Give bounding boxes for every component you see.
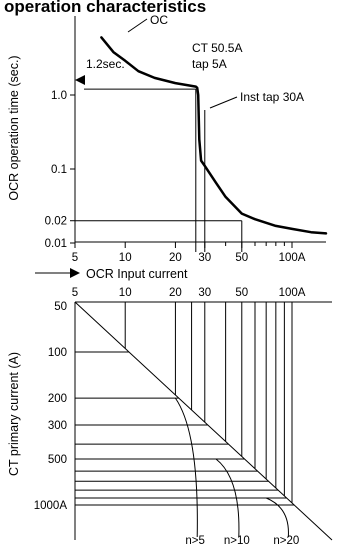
bottom-y-tick-label: 100: [48, 347, 67, 359]
top-x-tick-label: 10: [119, 252, 132, 264]
top-y-tick-label: 0.1: [51, 164, 67, 176]
top-x-tick-label: 5: [72, 252, 78, 264]
chart-title: operation characteristics: [4, 0, 206, 16]
bottom-x-tick-label: 5: [72, 287, 78, 299]
top-x-tick-label: 50: [235, 252, 248, 264]
top-x-tick-label: 20: [169, 252, 182, 264]
bottom-x-tick-label: 30: [198, 287, 211, 299]
saturation-curve-label: n>5: [185, 535, 205, 546]
top-x-tick-label: 100A: [279, 252, 306, 264]
bottom-y-axis-label: CT primary current (A): [7, 352, 21, 476]
tap-5a-label: tap 5A: [192, 57, 227, 71]
input-arrow-head: [70, 268, 80, 278]
oc-label: OC: [150, 13, 168, 27]
oc-curve: [100, 36, 328, 235]
top-y-tick-label: 0.01: [45, 238, 67, 250]
saturation-curve: [174, 397, 198, 538]
top-y-axis-label: OCR operation time (sec.): [7, 55, 21, 200]
inst-leader-line: [209, 96, 238, 109]
saturation-curve: [215, 458, 240, 538]
bottom-x-tick-label: 100A: [279, 287, 306, 299]
bottom-x-tick-label: 20: [169, 287, 182, 299]
top-y-tick-label: 0.02: [45, 216, 67, 228]
saturation-curve: [266, 497, 289, 538]
bottom-x-tick-label: 50: [235, 287, 248, 299]
bottom-y-tick-label: 50: [54, 301, 67, 313]
bottom-y-tick-label: 200: [48, 393, 67, 405]
input-current-label: OCR Input current: [86, 267, 188, 281]
top-y-tick-label: 1.0: [51, 90, 67, 102]
ct-label: CT 50.5A: [192, 41, 242, 55]
inst-tap-label: Inst tap 30A: [240, 90, 304, 104]
bottom-y-tick-label: 500: [48, 454, 67, 466]
time-label: 1.2sec.: [86, 57, 125, 71]
bottom-y-tick-label: 1000A: [34, 500, 68, 512]
saturation-curve-label: n>10: [224, 535, 250, 546]
top-x-tick-label: 30: [198, 252, 211, 264]
bottom-y-tick-label: 300: [48, 420, 67, 432]
top-chart: 5 10 20 30 50 100A 1.0 0.1 0.02 0.01 OC CT 50.5A…: [7, 13, 328, 264]
time-arrow-head: [75, 75, 85, 85]
bottom-chart: 5 10 20 30 50 100A 50 100 200 300 500 1000A n>5 n>1…: [7, 287, 333, 546]
bottom-x-tick-label: 10: [119, 287, 132, 299]
saturation-curve-label: n>20: [273, 535, 299, 546]
bottom-diagonal: [74, 301, 333, 541]
oc-leader-line: [127, 18, 148, 33]
